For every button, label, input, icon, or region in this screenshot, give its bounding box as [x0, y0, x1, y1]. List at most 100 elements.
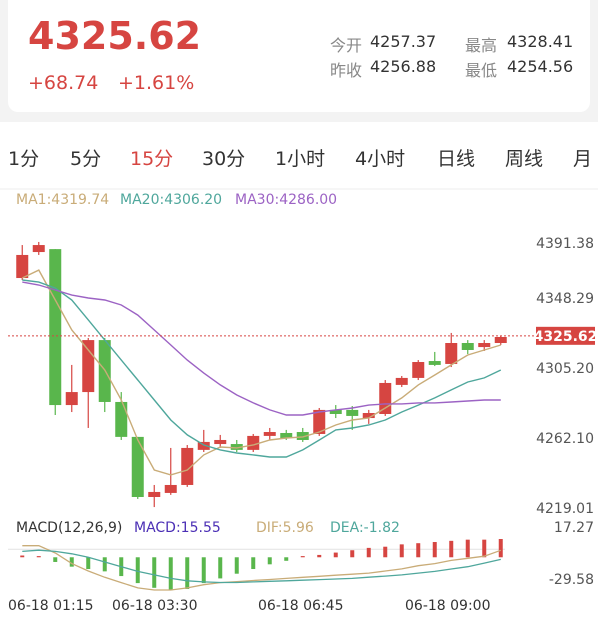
- candle-body: [395, 377, 408, 385]
- candle-body: [428, 361, 441, 365]
- candle-body: [49, 249, 62, 406]
- macd-bar: [201, 557, 206, 584]
- quote-card: 4325.62 +68.74 +1.61% 今开 4257.37 最高 4328…: [8, 0, 590, 112]
- candle-body: [181, 447, 194, 485]
- y-tick-label: 4305.20: [536, 361, 594, 377]
- macd-title: MACD(12,26,9): [16, 520, 122, 536]
- legend-entry: MA20:4306.20: [120, 192, 222, 208]
- ma-line: [21, 269, 502, 476]
- legend-entry: MA1:4319.74: [16, 192, 109, 208]
- candle-body: [82, 340, 95, 393]
- candle-body: [478, 343, 491, 348]
- period-tab[interactable]: 4小时: [355, 148, 406, 170]
- candle-body: [329, 409, 342, 414]
- period-tab[interactable]: 5分: [70, 148, 102, 170]
- macd-line: [22, 549, 501, 584]
- macd-bar: [465, 539, 470, 558]
- period-tab[interactable]: 1小时: [275, 148, 326, 170]
- macd-bar: [333, 552, 338, 558]
- macd-bar: [168, 557, 173, 591]
- ma-line: [22, 281, 501, 416]
- candle-body: [65, 392, 78, 406]
- x-tick-label: 06-18 09:00: [405, 598, 490, 614]
- macd-bar: [185, 557, 190, 589]
- macd-bar: [152, 557, 157, 588]
- macd-bar: [416, 543, 421, 558]
- macd-bar: [251, 557, 256, 570]
- period-tab[interactable]: 30分: [202, 148, 246, 170]
- stat-value: 4256.88: [370, 57, 437, 76]
- change-pct: +1.61%: [118, 72, 195, 94]
- macd-bar: [350, 550, 355, 558]
- stat-label: 昨收: [330, 61, 363, 80]
- stat-label: 最高: [465, 36, 498, 55]
- candle-body: [461, 343, 474, 350]
- macd-bar: [267, 557, 272, 565]
- candle-body: [445, 343, 458, 364]
- macd-bar: [449, 540, 454, 558]
- x-tick-label: 06-18 01:15: [8, 598, 93, 614]
- y-tick-label: 4219.01: [536, 501, 594, 517]
- candle-body: [164, 484, 177, 493]
- x-tick-label: 06-18 03:30: [112, 598, 197, 614]
- last-price-label: 4325.62: [534, 329, 598, 345]
- period-tab[interactable]: 日线: [437, 148, 476, 170]
- macd-bar: [135, 557, 140, 584]
- macd-bar: [86, 557, 91, 570]
- candle-body: [230, 444, 243, 450]
- macd-bar: [482, 539, 487, 558]
- candle-body: [296, 432, 309, 440]
- legend-entry: MACD:15.55: [134, 520, 221, 536]
- period-tab[interactable]: 15分: [130, 148, 174, 170]
- candle-body: [247, 435, 260, 450]
- period-tab[interactable]: 周线: [505, 148, 544, 170]
- y-tick-label: -29.58: [549, 572, 594, 588]
- macd-bar: [383, 546, 388, 558]
- macd-bar: [300, 556, 305, 558]
- candle-body: [98, 340, 111, 402]
- period-tabs: 1分 5分 15分 30分 1小时 4小时 日线 周线 月: [0, 140, 598, 176]
- candle-body: [379, 382, 392, 414]
- y-tick-label: 4262.10: [536, 431, 594, 447]
- candle-body: [131, 436, 144, 497]
- macd-bar: [432, 542, 437, 558]
- macd-line: [22, 545, 502, 591]
- y-tick-label: 4391.38: [536, 236, 594, 252]
- macd-bar: [317, 554, 322, 558]
- macd-bar: [36, 556, 41, 558]
- last-price-tag: [536, 326, 595, 345]
- y-tick-label: 17.27: [554, 520, 594, 536]
- macd-bar: [498, 539, 503, 558]
- macd-bar: [119, 557, 124, 577]
- period-tab[interactable]: 月: [573, 148, 593, 170]
- macd-bar: [102, 557, 107, 572]
- candle-body: [197, 441, 210, 450]
- stat-value: 4328.41: [507, 32, 574, 51]
- legend-entry: DIF:5.96: [256, 520, 314, 536]
- candle-body: [263, 432, 276, 436]
- candle-body: [362, 413, 375, 419]
- candle-body: [148, 491, 161, 497]
- y-tick-label: 4348.29: [536, 291, 594, 307]
- period-tab[interactable]: 1分: [8, 148, 40, 170]
- ma-line: [22, 279, 502, 458]
- macd-bar: [218, 557, 223, 579]
- candle-body: [115, 401, 128, 437]
- stat-value: 4257.37: [370, 32, 437, 51]
- macd-bar: [284, 557, 289, 561]
- candle-body: [412, 362, 425, 378]
- candle-body: [214, 439, 227, 445]
- candle-body: [313, 409, 326, 434]
- candle-body: [16, 254, 29, 279]
- macd-bar: [69, 557, 74, 567]
- candle-body: [280, 432, 293, 439]
- macd-bar: [53, 557, 58, 562]
- macd-bar: [399, 544, 404, 558]
- candle-body: [494, 336, 507, 344]
- candle-body: [346, 409, 359, 416]
- stat-label: 最低: [465, 61, 498, 80]
- price: 4325.62: [28, 14, 202, 58]
- stat-value: 4254.56: [507, 57, 574, 76]
- x-tick-label: 06-18 06:45: [258, 598, 343, 614]
